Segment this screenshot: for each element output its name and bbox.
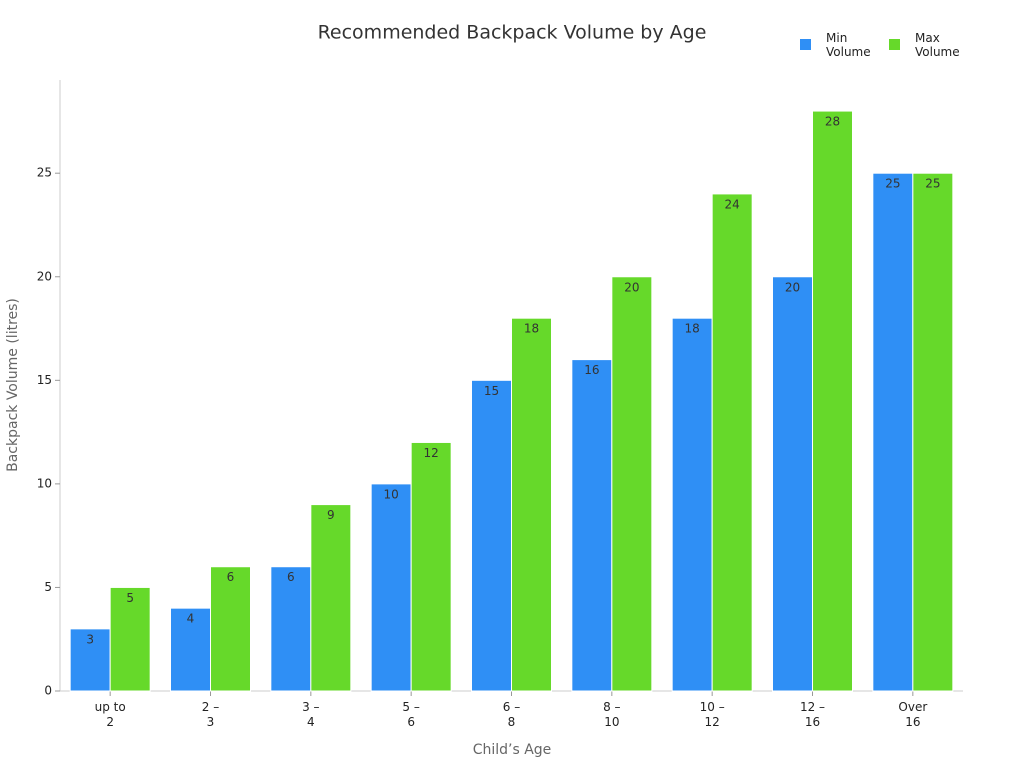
value-label: 15 [484, 384, 499, 398]
bar [812, 110, 853, 692]
x-tick-label: 5 – 6 [402, 700, 420, 729]
x-tick-label: Over 16 [898, 700, 928, 729]
bar [772, 276, 813, 692]
bar [170, 607, 211, 692]
value-label: 28 [825, 115, 840, 129]
bar [912, 172, 954, 692]
value-label: 25 [885, 177, 900, 191]
value-label: 3 [86, 632, 94, 646]
y-tick-label: 0 [44, 684, 52, 698]
x-tick-label: up to 2 [94, 700, 126, 729]
x-tick-label: 2 – 3 [201, 700, 220, 729]
value-label: 25 [925, 177, 940, 191]
bar [210, 566, 251, 692]
x-tick-label: 3 – 4 [302, 700, 320, 729]
bar [310, 504, 352, 692]
bar [270, 566, 312, 692]
value-label: 10 [384, 487, 399, 501]
y-tick-label: 15 [37, 373, 52, 387]
value-label: 9 [327, 508, 335, 522]
y-tick-label: 10 [37, 476, 52, 490]
legend-label: Max Volume [915, 31, 960, 59]
bar [571, 359, 613, 692]
legend-label: Min Volume [826, 31, 871, 59]
bar [671, 317, 713, 692]
bar [872, 172, 914, 692]
value-label: 4 [187, 612, 195, 626]
legend-swatch [800, 39, 811, 50]
value-label: 18 [524, 322, 539, 336]
value-label: 18 [685, 322, 700, 336]
x-tick-label: 12 – 16 [799, 700, 826, 729]
bar [370, 483, 412, 692]
value-label: 24 [725, 197, 740, 211]
value-label: 6 [227, 570, 235, 584]
bar [109, 586, 151, 692]
value-label: 20 [785, 280, 800, 294]
x-tick-label: 10 – 12 [699, 700, 725, 729]
value-label: 20 [624, 280, 639, 294]
bar [511, 317, 552, 692]
x-tick-label: 8 – 10 [603, 700, 621, 729]
x-tick-label: 6 – 8 [502, 700, 521, 729]
y-axis-label: Backpack Volume (litres) [5, 298, 21, 472]
bar [410, 441, 452, 692]
value-label: 5 [126, 591, 134, 605]
y-tick-label: 20 [37, 269, 52, 283]
bar [711, 193, 753, 692]
bar [471, 379, 512, 692]
value-label: 16 [584, 363, 599, 377]
bar [611, 276, 653, 692]
legend-swatch [889, 39, 900, 50]
chart-title: Recommended Backpack Volume by Age [318, 22, 707, 44]
value-label: 6 [287, 570, 295, 584]
y-tick-label: 5 [44, 580, 52, 594]
x-axis-label: Child’s Age [473, 742, 552, 758]
value-label: 12 [424, 446, 439, 460]
y-tick-label: 25 [37, 166, 52, 180]
